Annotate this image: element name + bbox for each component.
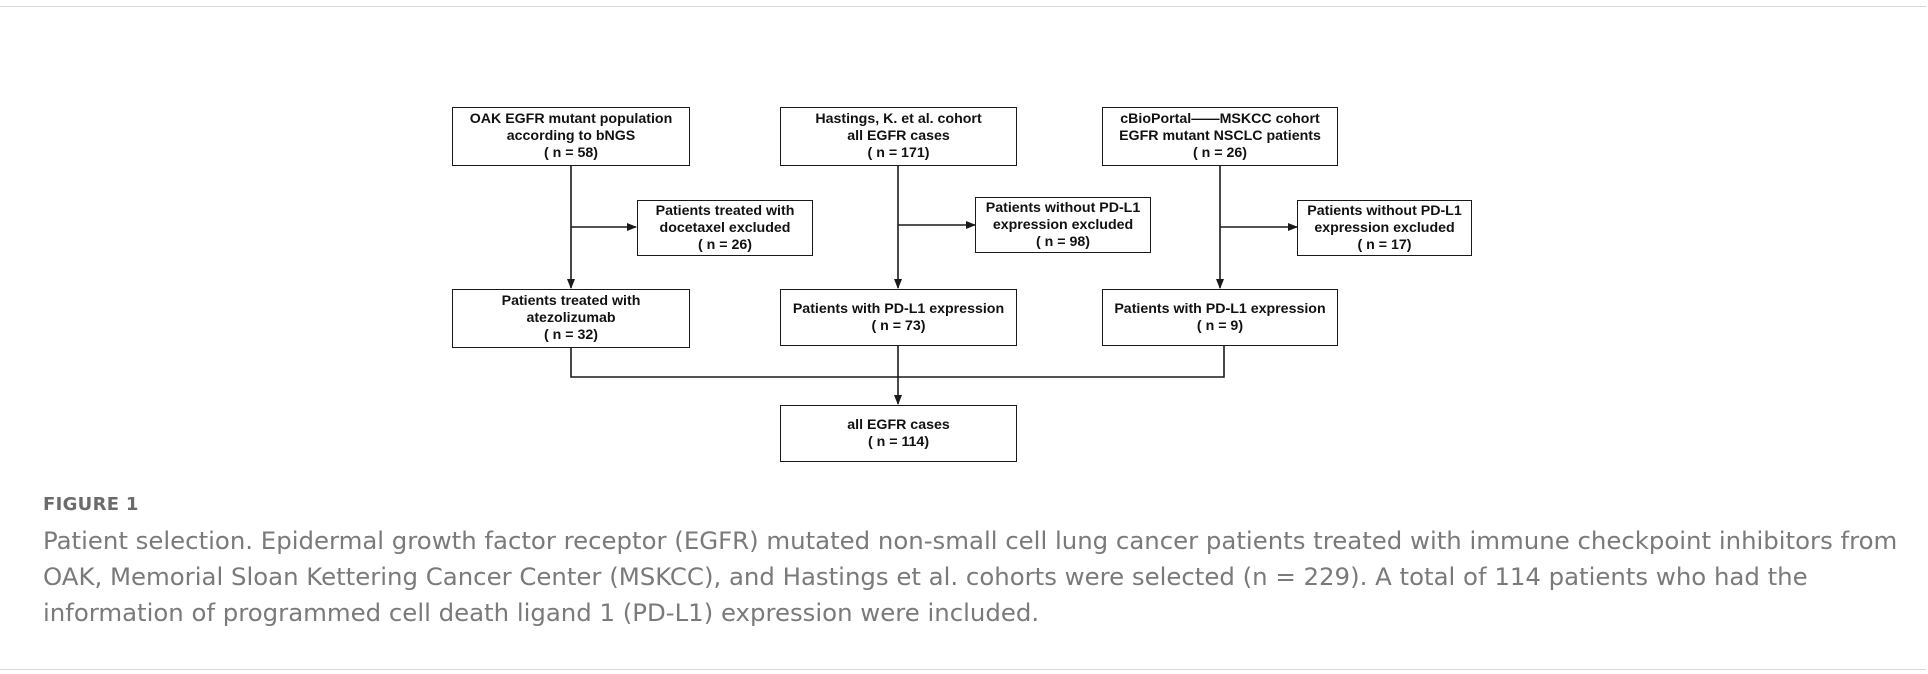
box-all-egfr-cases: all EGFR cases ( n = 114) [780, 405, 1017, 462]
flowchart-connectors [567, 166, 1298, 405]
box-oak-population: OAK EGFR mutant population according to … [452, 107, 690, 166]
box-mskcc-pdl1: Patients with PD-L1 expression ( n = 9) [1102, 289, 1338, 346]
box-oak-atezolizumab: Patients treated with atezolizumab ( n =… [452, 289, 690, 348]
box-hastings-pdl1: Patients with PD-L1 expression ( n = 73) [780, 289, 1017, 346]
box-hastings-cohort: Hastings, K. et al. cohort all EGFR case… [780, 107, 1017, 166]
figure-label: FIGURE 1 [43, 494, 139, 515]
box-mskcc-excluded: Patients without PD-L1 expression exclud… [1297, 200, 1472, 256]
figure-caption: Patient selection. Epidermal growth fact… [43, 526, 1898, 627]
box-hastings-excluded: Patients without PD-L1 expression exclud… [975, 197, 1151, 253]
box-oak-excluded: Patients treated with docetaxel excluded… [637, 200, 813, 256]
box-mskcc-cohort: cBioPortal——MSKCC cohort EGFR mutant NSC… [1102, 107, 1338, 166]
figure-frame [0, 6, 1926, 670]
